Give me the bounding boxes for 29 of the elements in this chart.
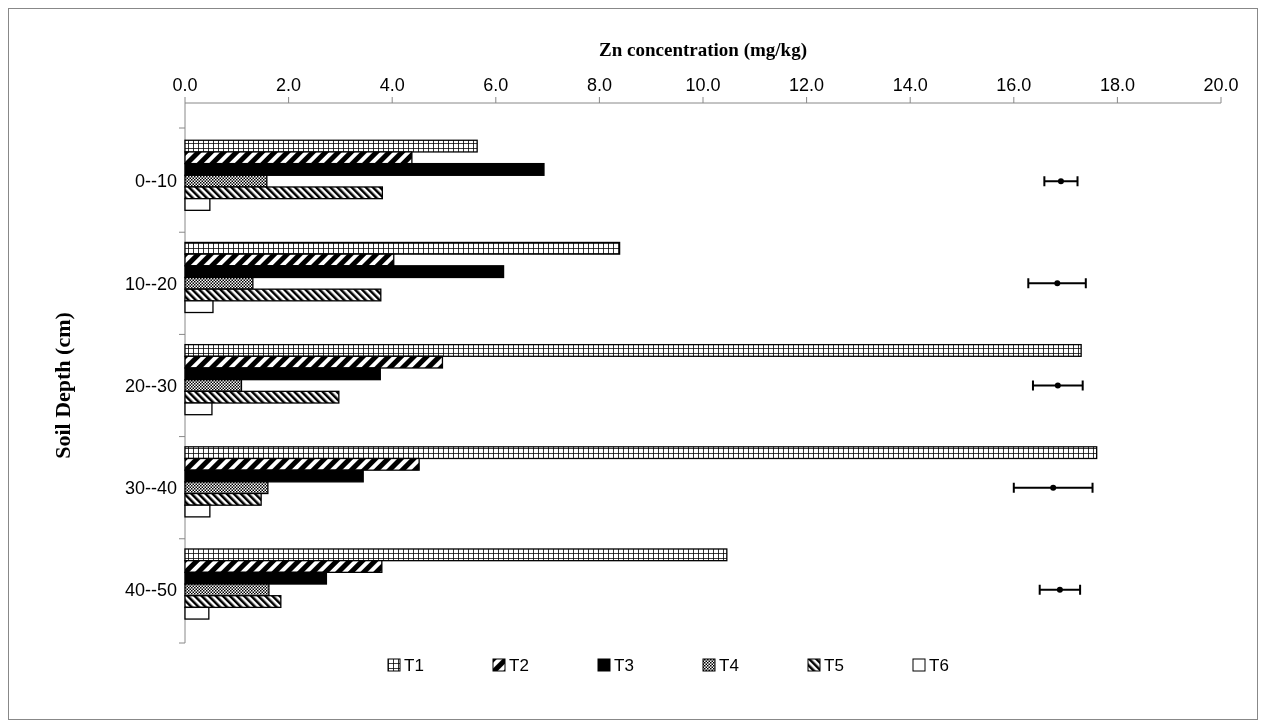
x-tick-label: 16.0	[996, 75, 1032, 95]
point	[1050, 484, 1057, 491]
x-tick-label: 4.0	[379, 75, 405, 95]
x-tick-label: 8.0	[586, 75, 612, 95]
legend-label: T2	[509, 655, 529, 675]
x-tick-label: 0.0	[172, 75, 198, 95]
point	[1054, 280, 1061, 287]
x-tick-label: 12.0	[789, 75, 825, 95]
legend-label: T3	[614, 655, 634, 675]
point	[1057, 178, 1064, 185]
x-tick-label: 14.0	[892, 75, 928, 95]
y-tick-label: 0--10	[134, 171, 177, 192]
x-tick-label: 18.0	[1099, 75, 1135, 95]
y-tick-label: 30--40	[124, 477, 177, 498]
x-tick-label: 2.0	[276, 75, 302, 95]
legend-label: T4	[719, 655, 739, 675]
legend-label: T6	[929, 655, 949, 675]
x-tick-label: 10.0	[685, 75, 721, 95]
point	[1056, 586, 1063, 593]
y-tick-label: 20--30	[124, 375, 177, 396]
point	[1054, 382, 1061, 389]
y-tick-label: 10--20	[124, 273, 177, 294]
x-axis-title: Zn concentration (mg/kg)	[599, 39, 807, 61]
x-tick-label: 6.0	[483, 75, 509, 95]
x-tick-label: 20.0	[1203, 75, 1239, 95]
y-tick-label: 40--50	[124, 580, 177, 601]
y-axis-title: Soil Depth (cm)	[50, 312, 75, 459]
legend-label: T1	[404, 655, 424, 675]
legend-label: T5	[824, 655, 844, 675]
